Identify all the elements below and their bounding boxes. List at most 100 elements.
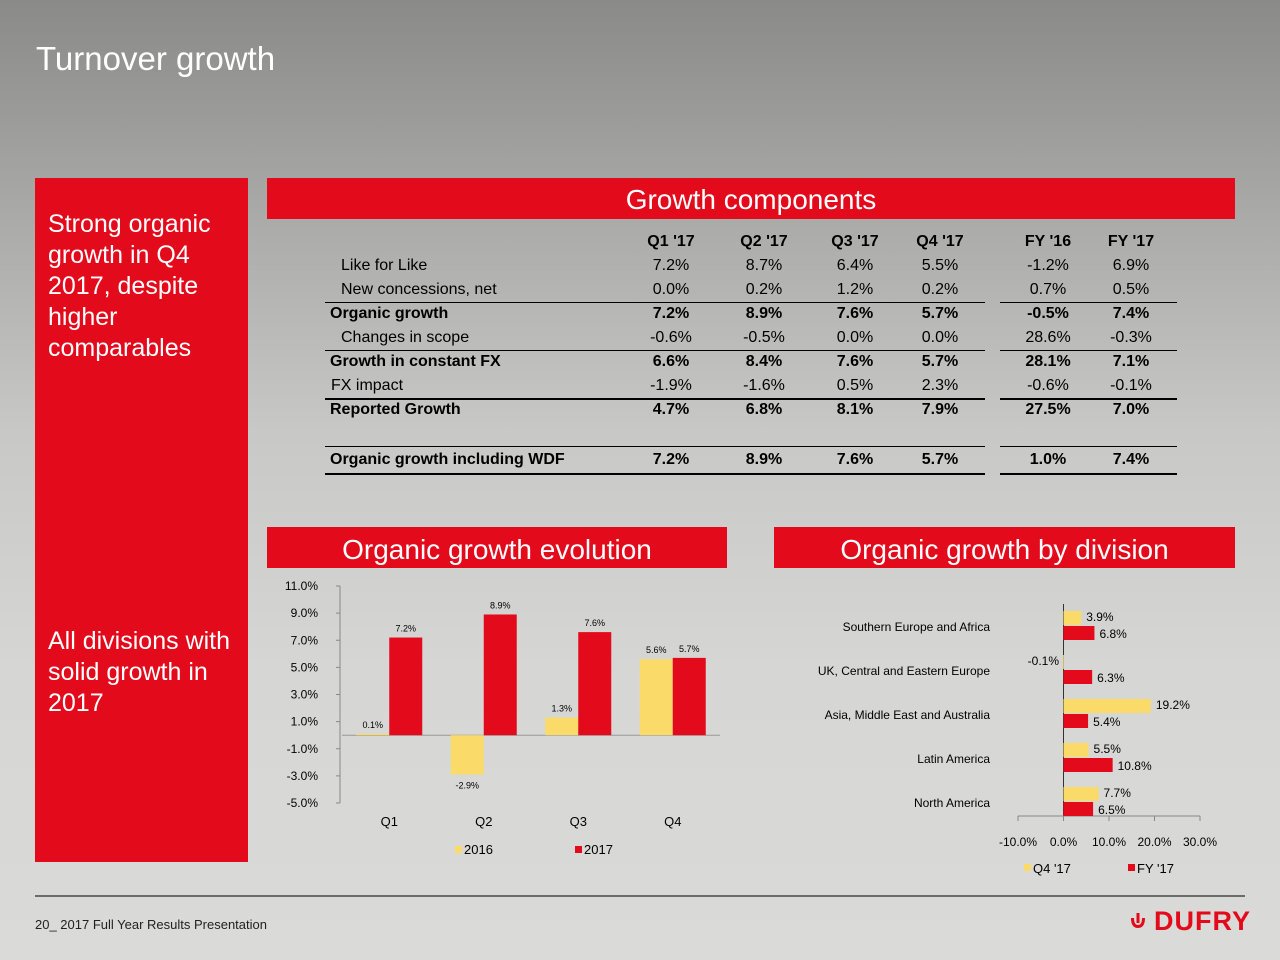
bar-2016-Q3 [545, 717, 579, 736]
table-cell: 2.3% [921, 377, 959, 394]
logo-text: DUFRY [1154, 906, 1251, 936]
table-row: Changes in scope -0.6% -0.5% 0.0% 0.0% 28.6% -… [325, 326, 1177, 350]
table-row: New concessions, net 0.0% 0.2% 1.2% 0.2% 0.7%… [325, 278, 1177, 302]
data-label: 10.8% [1118, 759, 1152, 773]
table-cell: 8.7% [745, 257, 783, 274]
legend-label: FY '17 [1137, 861, 1174, 876]
y-tick-label: 5.0% [291, 660, 319, 674]
legend-swatch [1128, 864, 1135, 871]
summary-bottom: All divisions with solid growth in 2017 [48, 626, 230, 719]
data-label: 5.4% [1093, 715, 1121, 729]
bar-2017-Q3 [578, 632, 612, 736]
table-column-header: Q3 '17 [831, 233, 879, 250]
table-cell: -0.6% [650, 329, 692, 346]
dufry-logo-icon [1131, 913, 1145, 928]
footer-text: 20_ 2017 Full Year Results Presentation [35, 917, 267, 932]
organic-evolution-chart: 11.0% 9.0% 7.0% 5.0% 3.0% 1.0% -1.0% -3.0% -5.0%… [285, 579, 720, 857]
y-tick-label: 7.0% [291, 633, 319, 647]
dufry-logo: DUFRY [1128, 906, 1251, 937]
table-cell: 0.2% [921, 281, 959, 298]
data-label: 6.5% [1098, 803, 1126, 817]
table-rule [325, 446, 985, 447]
table-cell: 7.0% [1112, 401, 1150, 418]
table-cell: 1.2% [836, 281, 874, 298]
table-rule [1000, 446, 1177, 447]
table-cell: 7.4% [1112, 305, 1150, 322]
growth-components-title: Growth components [625, 184, 877, 215]
table-cell: -1.9% [650, 377, 692, 394]
table-cell: 6.8% [745, 401, 783, 418]
x-tick-label: 30.0% [1183, 835, 1217, 849]
bar-2016-Q1 [356, 733, 390, 736]
x-tick-label: 20.0% [1137, 835, 1171, 849]
table-rule [325, 398, 985, 400]
bar-FY '17-UK, Central and Eastern Europe [1063, 670, 1093, 684]
data-label: 0.1% [362, 720, 383, 730]
bar-FY '17-Asia, Middle East and Australia [1063, 714, 1089, 728]
y-tick-label: 11.0% [285, 579, 318, 593]
category-label: Southern Europe and Africa [843, 620, 991, 634]
legend-swatch [1024, 864, 1031, 871]
summary-line: Strong organic [48, 210, 211, 238]
table-cell: 7.6% [836, 305, 874, 322]
table-cell: 0.2% [745, 281, 783, 298]
table-cell: 7.2% [652, 257, 690, 274]
data-label: 7.6% [584, 618, 605, 628]
summary-line: solid growth in [48, 658, 208, 686]
organic-evolution-title: Organic growth evolution [342, 534, 652, 565]
bar-2016-Q4 [639, 659, 673, 736]
table-cell: -1.2% [1027, 257, 1069, 274]
summary-line: growth in Q4 [48, 241, 190, 269]
bar-2017-Q2 [483, 614, 517, 736]
table-cell: 5.7% [921, 305, 959, 322]
table-row: Reported Growth 4.7% 6.8% 8.1% 7.9% 27.5% 7.0% [325, 398, 1177, 422]
summary-line: All divisions with [48, 627, 231, 655]
table-cell: 0.0% [652, 281, 690, 298]
table-cell: 8.9% [745, 305, 783, 322]
category-label: UK, Central and Eastern Europe [818, 664, 990, 678]
data-label: 5.7% [679, 644, 700, 654]
division-title: Organic growth by division [840, 534, 1169, 565]
growth-components-banner: Growth components [267, 178, 1235, 219]
x-tick-label: 0.0% [1050, 835, 1078, 849]
table-cell: 0.0% [921, 329, 959, 346]
table-row: Growth in constant FX 6.6% 8.4% 7.6% 5.7% 28.… [325, 350, 1177, 374]
footer-divider [35, 895, 1245, 897]
table-cell: 7.1% [1112, 353, 1150, 370]
bar-Q4 '17-North America [1063, 787, 1099, 801]
table-row-label: Growth in constant FX [330, 353, 501, 370]
table-cell: 5.7% [921, 353, 959, 370]
table-row: FX impact -1.9% -1.6% 0.5% 2.3% -0.6% -0.1% [325, 374, 1177, 398]
bar-2017-Q4 [672, 657, 706, 736]
table-header-row: Q1 '17 Q2 '17 Q3 '17 Q4 '17 FY '16 FY '17 [325, 230, 1177, 254]
legend-label: 2017 [584, 842, 613, 857]
bar-Q4 '17-Asia, Middle East and Australia [1063, 699, 1151, 713]
table-row: Like for Like 7.2% 8.7% 6.4% 5.5% -1.2% 6.9% [325, 254, 1177, 278]
table-column-header: Q4 '17 [916, 233, 964, 250]
y-tick-label: 3.0% [291, 688, 319, 702]
bar-2016-Q2 [450, 735, 484, 775]
legend-label: 2016 [464, 842, 493, 857]
x-tick-label: Q1 [381, 814, 398, 829]
x-tick-label: Q4 [664, 814, 681, 829]
table-rule [1000, 473, 1177, 475]
table-cell: -0.6% [1027, 377, 1069, 394]
data-label: 7.2% [395, 624, 416, 634]
bar-FY '17-North America [1063, 802, 1094, 816]
summary-line: 2017, despite [48, 272, 199, 300]
data-label: 6.3% [1097, 671, 1125, 685]
data-label: 1.3% [551, 704, 572, 714]
table-cell: -0.1% [1110, 377, 1152, 394]
table-row-label: Organic growth [330, 305, 449, 322]
x-tick-label: -10.0% [999, 835, 1037, 849]
table-cell: -1.6% [743, 377, 785, 394]
table-cell: 0.5% [836, 377, 874, 394]
table-cell: 0.7% [1029, 281, 1067, 298]
data-label: 5.5% [1094, 742, 1122, 756]
table-cell: 27.5% [1025, 401, 1071, 418]
summary-line: 2017 [48, 689, 104, 717]
table-cell: 28.6% [1025, 329, 1071, 346]
bar-FY '17-Southern Europe and Africa [1063, 626, 1095, 640]
organic-evolution-banner: Organic growth evolution [267, 527, 727, 568]
table-row-label: FX impact [331, 377, 404, 394]
